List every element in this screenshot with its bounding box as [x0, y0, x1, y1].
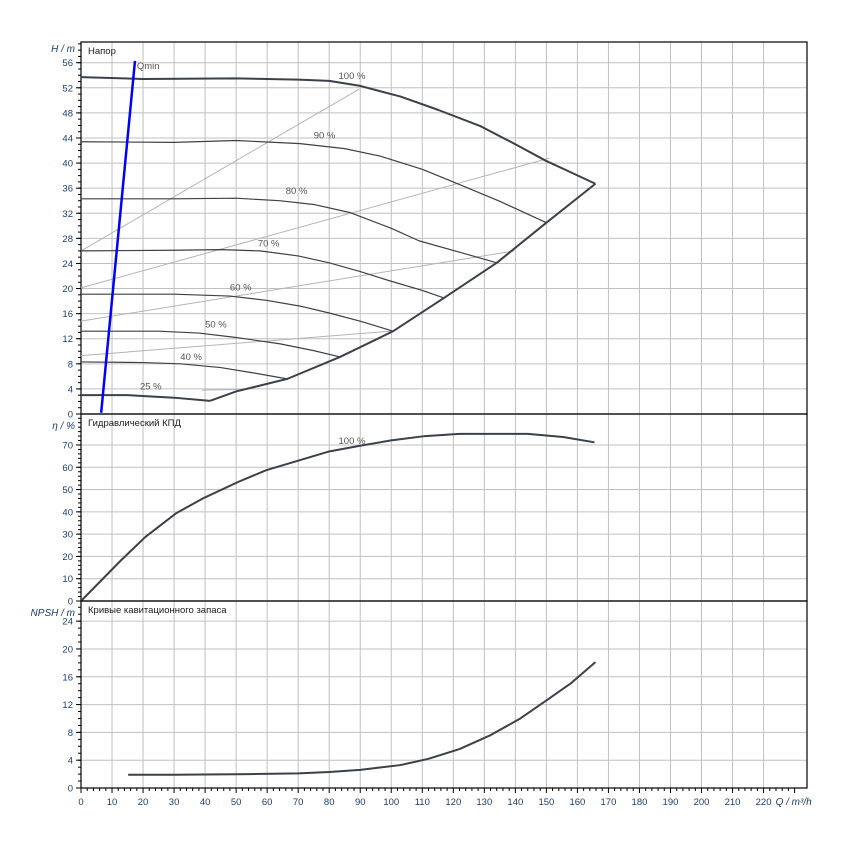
- y-tick-label: 36: [62, 184, 73, 195]
- y-tick-label: 28: [62, 234, 73, 245]
- curve-label: 70 %: [258, 239, 280, 250]
- curve-label: 25 %: [140, 382, 162, 393]
- curve-label: 50 %: [205, 319, 227, 330]
- x-tick-label: 70: [293, 797, 304, 808]
- y-tick-label: 56: [62, 58, 73, 69]
- curve-100-1: [80, 432, 595, 602]
- x-tick-label: 60: [262, 797, 273, 808]
- curve-label: 90 %: [314, 131, 336, 142]
- x-tick-label: 110: [415, 797, 430, 808]
- x-tick-label: 120: [445, 797, 461, 808]
- efficiency-parabola: [80, 88, 360, 252]
- qmin-line: [99, 60, 137, 413]
- y-tick-label: 10: [62, 574, 73, 585]
- x-tick-label: 200: [694, 797, 710, 808]
- curve-100-0: [80, 76, 596, 185]
- x-tick-label: 160: [569, 797, 585, 808]
- y-tick-label: 12: [62, 334, 73, 345]
- panel-frame: [80, 600, 808, 789]
- y-tick-label: 8: [68, 728, 73, 739]
- panel-frame: [80, 413, 808, 602]
- y-tick-label: 40: [62, 159, 73, 170]
- y-axis-label: NPSH / m: [31, 608, 75, 619]
- curve-label: 80 %: [286, 186, 308, 197]
- y-tick-label: 24: [62, 259, 73, 270]
- x-tick-label: 0: [78, 797, 83, 808]
- envelope-curve: [209, 182, 597, 402]
- x-tick-label: 10: [107, 797, 118, 808]
- x-tick-label: 220: [756, 797, 772, 808]
- curve-label: 100 %: [339, 436, 366, 447]
- curve-80-0: [81, 197, 497, 264]
- y-axis-label: H / m: [51, 44, 75, 55]
- curve-90-0: [80, 139, 547, 224]
- y-axis-label: η / %: [52, 421, 75, 432]
- efficiency-parabola: [80, 330, 391, 357]
- curve-40-0: [80, 361, 288, 380]
- y-tick-label: 40: [62, 507, 73, 518]
- curve-label: Qmin: [137, 61, 160, 72]
- y-tick-label: 8: [68, 359, 73, 370]
- x-tick-label: 90: [355, 797, 366, 808]
- efficiency-parabola: [80, 157, 550, 289]
- y-tick-label: 20: [62, 552, 73, 563]
- y-tick-label: 4: [68, 384, 73, 395]
- x-tick-label: 40: [200, 797, 211, 808]
- x-tick-label: 100: [383, 797, 399, 808]
- y-tick-label: 60: [62, 463, 73, 474]
- y-tick-label: 32: [62, 209, 73, 220]
- curve-label: 100 %: [339, 71, 366, 82]
- y-tick-label: 0: [68, 597, 73, 608]
- curve-label: 60 %: [230, 282, 252, 293]
- panel-title: Кривые кавитационного запаса: [88, 605, 227, 616]
- curve-50-0: [81, 330, 341, 358]
- x-tick-label: 50: [231, 797, 242, 808]
- x-tick-label: 140: [507, 797, 523, 808]
- panel-title: Напор: [88, 46, 116, 57]
- x-tick-label: 150: [538, 797, 554, 808]
- y-tick-label: 20: [62, 284, 73, 295]
- y-tick-label: 16: [62, 309, 73, 320]
- y-tick-label: 48: [62, 108, 73, 119]
- x-tick-label: 190: [663, 797, 679, 808]
- x-tick-label: 210: [725, 797, 741, 808]
- x-axis-label: Q / m³/h: [776, 797, 813, 808]
- efficiency-parabola: [201, 389, 243, 391]
- x-tick-label: 180: [632, 797, 648, 808]
- y-tick-label: 12: [62, 700, 73, 711]
- curve-NPSH-2: [128, 661, 597, 776]
- x-tick-label: 80: [324, 797, 335, 808]
- panel-title: Гидравлический КПД: [88, 418, 181, 429]
- y-tick-label: 30: [62, 530, 73, 541]
- y-tick-label: 0: [68, 410, 73, 421]
- curve-label: 40 %: [180, 352, 202, 363]
- y-tick-label: 52: [62, 83, 73, 94]
- y-tick-label: 50: [62, 485, 73, 496]
- x-tick-label: 30: [169, 797, 180, 808]
- x-tick-label: 170: [601, 797, 617, 808]
- x-tick-label: 20: [138, 797, 149, 808]
- curve-25-0: [81, 394, 211, 402]
- y-tick-label: 24: [62, 617, 73, 628]
- y-tick-label: 16: [62, 672, 73, 683]
- y-tick-label: 70: [62, 440, 73, 451]
- y-tick-label: 20: [62, 644, 73, 655]
- y-tick-label: 4: [68, 756, 73, 767]
- y-tick-label: 0: [68, 784, 73, 795]
- y-tick-label: 44: [62, 133, 73, 144]
- efficiency-parabola: [80, 250, 515, 322]
- curve-60-0: [81, 293, 394, 332]
- x-tick-label: 130: [476, 797, 492, 808]
- curve-70-0: [80, 249, 445, 299]
